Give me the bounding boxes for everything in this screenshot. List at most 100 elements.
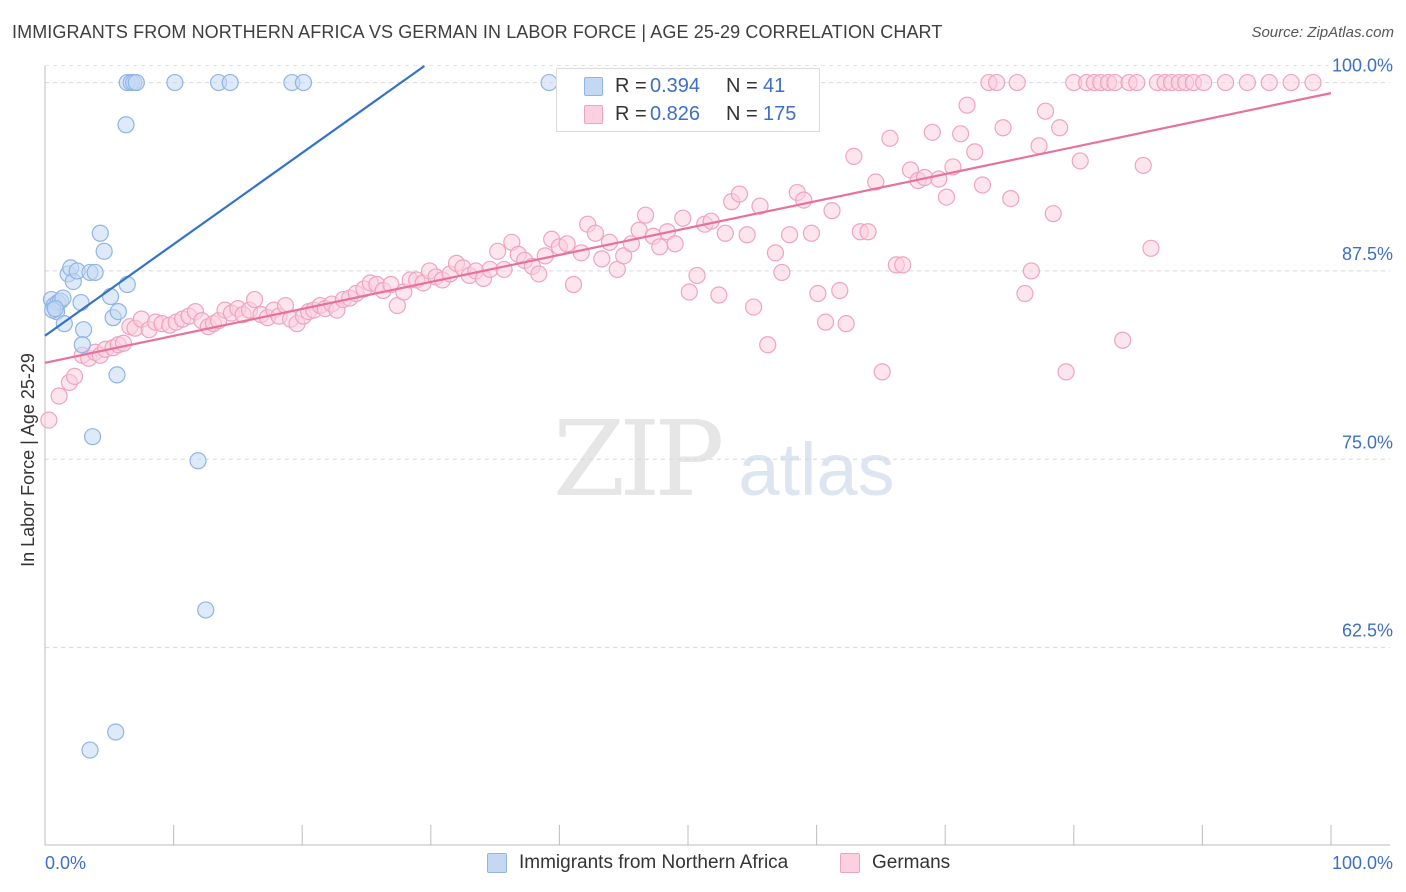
data-point-germans [823,202,841,220]
data-point-germans [809,284,827,303]
data-point-immigrants [540,73,558,92]
data-point-germans [780,226,799,244]
data-point-immigrants [86,263,104,282]
data-point-germans [710,286,728,304]
data-point-germans [564,275,583,294]
data-point-germans [65,367,84,385]
y-tick-label: 87.5% [1342,244,1393,264]
data-point-germans [831,281,849,300]
data-point-germans [738,226,756,244]
data-point-germans [615,247,633,265]
data-point-germans [766,244,785,262]
data-point-germans [1260,73,1278,92]
r-label: R = [615,103,647,125]
data-point-germans [1022,262,1040,280]
chart-source: Source: ZipAtlas.com [1251,24,1394,41]
data-point-germans [873,363,891,381]
trend-line-germans [44,92,1332,364]
data-point-immigrants [221,73,239,92]
y-tick-label: 75.0% [1342,432,1393,452]
data-point-immigrants [83,428,102,446]
data-point-germans [572,244,590,262]
data-point-immigrants [108,366,126,384]
data-point-germans [994,119,1012,137]
data-point-germans [802,224,821,242]
data-point-germans [1195,73,1213,92]
data-point-germans [923,123,941,141]
data-point-germans [1016,284,1034,303]
data-point-germans [1036,102,1055,120]
data-point-germans [759,336,777,354]
data-point-germans [859,223,877,241]
y-tick-label: 100.0% [1332,56,1393,76]
legend-label-immigrants: Immigrants from Northern Africa [519,852,789,873]
series-1-swatch [584,77,603,96]
data-point-germans [894,256,912,274]
data-point-immigrants [101,287,120,306]
data-point-germans [1282,73,1300,92]
data-point-immigrants [197,601,215,619]
data-point-immigrants [46,299,64,318]
data-point-germans [651,238,669,256]
data-point-immigrants [294,73,313,92]
data-point-immigrants [118,275,136,294]
data-point-immigrants [95,242,113,260]
points-layer [40,73,1322,759]
data-point-germans [1142,239,1160,257]
data-point-germans [246,290,264,309]
data-point-germans [837,315,855,333]
data-point-germans [845,147,863,166]
data-point-germans [530,265,548,283]
stat-legend: R = 0.394 N = 41 R = 0.826 N = 175 [556,68,820,132]
data-point-immigrants [109,303,127,321]
data-point-immigrants [91,224,109,242]
legend-swatch-germans [840,853,860,873]
data-point-germans [1238,73,1257,92]
data-point-germans [1051,119,1069,137]
data-point-germans [674,209,692,227]
data-point-germans [1008,73,1026,92]
data-point-immigrants [107,723,125,741]
grid-layer [45,65,1390,649]
data-point-germans [1216,73,1235,92]
legend-label-germans: Germans [872,852,951,873]
data-point-germans [952,125,970,143]
data-point-germans [1057,363,1075,381]
data-point-germans [751,197,769,215]
data-point-immigrants [72,293,90,312]
data-point-germans [40,411,58,429]
data-point-germans [988,73,1006,92]
data-point-germans [1044,205,1062,223]
data-point-germans [973,176,992,194]
data-point-germans [586,224,605,242]
data-point-immigrants [189,452,207,470]
data-point-germans [867,173,885,191]
series-2-r-value: 0.826 [650,103,701,125]
data-point-germans [1071,152,1089,170]
series-2-swatch [584,105,603,124]
x-tick-label-max: 100.0% [1332,853,1393,873]
data-point-germans [1134,156,1152,175]
data-point-immigrants [117,116,135,134]
data-point-germans [1304,73,1322,92]
y-tick-label: 62.5% [1342,621,1393,641]
data-point-germans [817,313,835,331]
data-point-immigrants [127,73,145,92]
data-point-germans [1114,331,1132,349]
series-1-n-value: 41 [763,75,786,97]
series-1-r-value: 0.394 [650,75,701,97]
data-point-germans [688,266,706,285]
data-point-germans [958,96,976,114]
data-point-germans [1002,189,1020,208]
data-point-germans [489,242,507,260]
data-point-germans [881,129,899,147]
data-point-germans [495,260,513,279]
data-point-immigrants [81,741,99,759]
data-point-germans [1128,73,1146,92]
axis-layer [44,66,1390,846]
data-point-germans [636,206,655,224]
data-point-immigrants [166,73,184,92]
data-point-germans [50,387,68,405]
data-point-germans [730,185,749,203]
